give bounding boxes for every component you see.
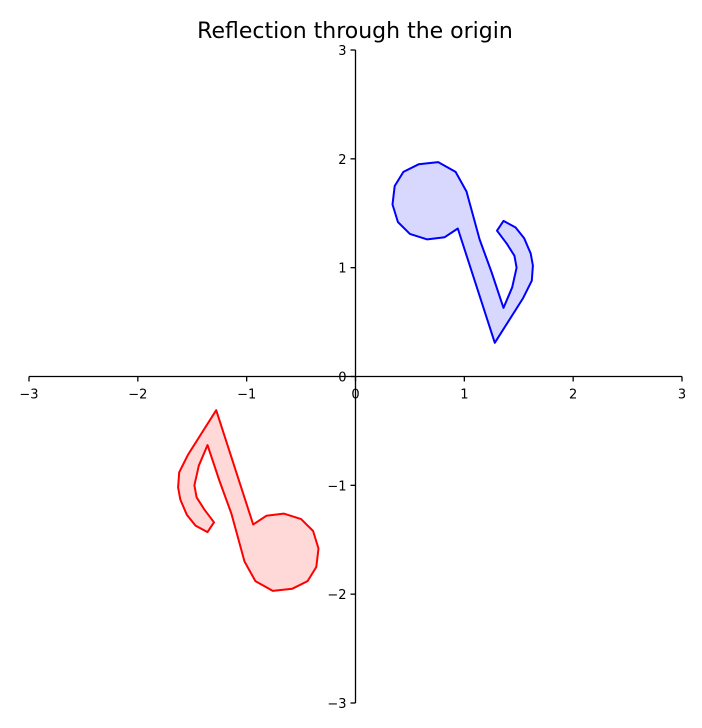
y-tick-label: 3 — [338, 44, 346, 59]
y-tick-label: −1 — [327, 479, 346, 494]
chart-title: Reflection through the origin — [197, 19, 513, 44]
x-tick-label: 0 — [351, 388, 359, 403]
axes: −3 −2 −1 0 1 2 3 −3 −2 −1 0 1 2 3 — [19, 44, 686, 712]
x-tick-label: −3 — [19, 388, 38, 403]
plot-area — [177, 161, 534, 592]
x-tick-label: 2 — [569, 388, 577, 403]
x-tick-label: 3 — [678, 388, 686, 403]
y-tick-label: 1 — [338, 262, 346, 277]
y-tick-label: 2 — [338, 153, 346, 168]
x-tick-label: 1 — [460, 388, 468, 403]
y-tick-label: 0 — [338, 371, 346, 386]
y-tick-label: −3 — [327, 697, 346, 712]
reflected-shape — [177, 409, 320, 592]
x-tick-label: −2 — [128, 388, 147, 403]
original-shape — [391, 161, 534, 344]
y-tick-label: −2 — [327, 588, 346, 603]
x-tick-label: −1 — [237, 388, 256, 403]
